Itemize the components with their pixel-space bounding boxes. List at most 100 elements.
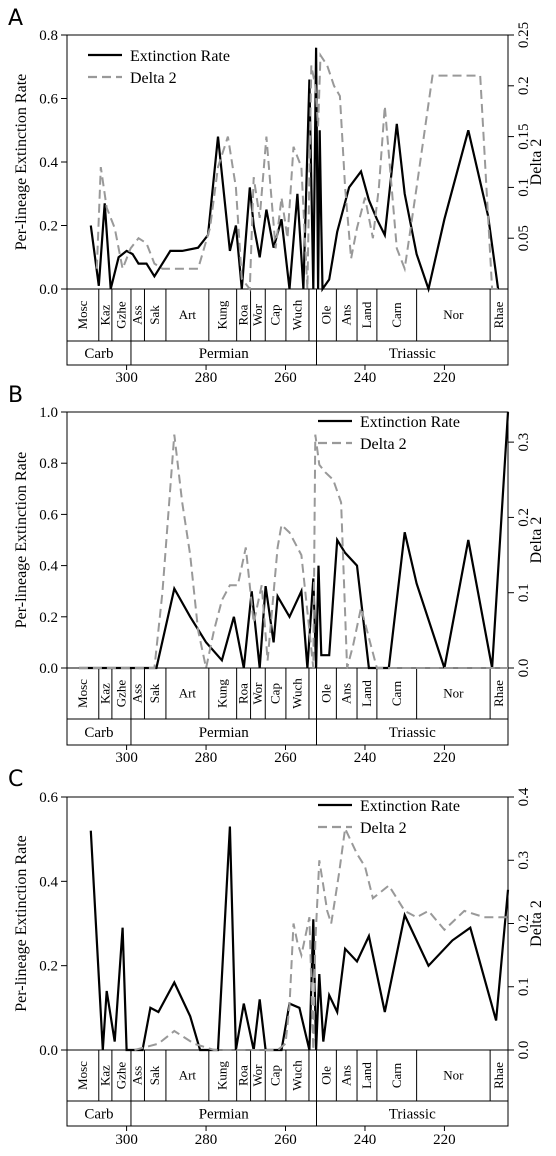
x-tick-label: 260 xyxy=(274,750,297,766)
stage-label-carn: Carn xyxy=(389,302,404,328)
stage-label-kaz: Kaz xyxy=(97,304,112,325)
x-tick-label: 300 xyxy=(115,1132,138,1148)
y-left-tick-label: 1.0 xyxy=(39,405,58,421)
stage-label-kaz: Kaz xyxy=(97,683,112,704)
period-label-permian: Permian xyxy=(199,1107,249,1123)
stage-label-nor: Nor xyxy=(443,1068,464,1083)
stage-label-cap: Cap xyxy=(268,305,283,326)
y-right-axis-title: Delta 2 xyxy=(528,517,545,564)
y-right-tick-label: 0.1 xyxy=(516,583,532,602)
y-left-axis-title: Per-lineage Extinction Rate xyxy=(13,74,30,251)
x-tick-label: 300 xyxy=(115,750,138,766)
stage-label-wuch: Wuch xyxy=(289,678,304,709)
stage-label-ans: Ans xyxy=(339,683,354,704)
plot-frame xyxy=(66,411,509,669)
stage-label-sak: Sak xyxy=(147,683,162,703)
stage-label-nor: Nor xyxy=(443,307,464,322)
legend: Extinction Rate Delta 2 xyxy=(318,414,460,453)
y-left-tick-label: 0.4 xyxy=(39,155,58,171)
period-label-permian: Permian xyxy=(199,346,249,362)
stage-label-wuch: Wuch xyxy=(289,299,304,330)
y-right-tick-label: 0.0 xyxy=(516,659,532,678)
stage-label-ass: Ass xyxy=(130,684,145,704)
stage-label-ole: Ole xyxy=(318,1066,333,1085)
y-right-tick-label: 0.1 xyxy=(516,977,532,996)
y-right-axis-title: Delta 2 xyxy=(528,900,545,947)
x-tick-label: 240 xyxy=(354,1132,377,1148)
period-label-carb: Carb xyxy=(84,725,113,741)
panel-letter: C xyxy=(8,767,23,792)
stage-label-land: Land xyxy=(359,680,374,707)
x-tick-label: 240 xyxy=(354,370,377,386)
stage-label-roa: Roa xyxy=(236,1065,251,1086)
y-right-tick-label: 0.25 xyxy=(516,22,532,48)
y-right-tick-label: 0.4 xyxy=(516,787,532,806)
y-left-tick-label: 0.4 xyxy=(39,559,58,575)
delta2-series-line xyxy=(95,52,499,292)
y-left-tick-label: 0.8 xyxy=(39,456,58,472)
stage-label-ole: Ole xyxy=(318,684,333,703)
x-tick-label: 260 xyxy=(274,1132,297,1148)
legend-label: Extinction Rate xyxy=(360,798,460,815)
stage-label-ass: Ass xyxy=(130,1066,145,1086)
stage-label-nor: Nor xyxy=(443,686,464,701)
stage-label-carn: Carn xyxy=(389,1062,404,1088)
y-right-tick-label: 0.05 xyxy=(516,225,532,251)
y-left-axis-title: Per-lineage Extinction Rate xyxy=(13,452,30,629)
stage-band: Mosc Kaz Gzhe Ass Sak Art Kung Roa Wor Cap Wuch Ole… xyxy=(66,1049,509,1102)
stage-label-ans: Ans xyxy=(339,305,354,326)
stage-label-wor: Wor xyxy=(250,682,265,705)
y-right-tick-label: 0.3 xyxy=(516,433,532,452)
period-label-triassic: Triassic xyxy=(389,1107,436,1123)
chart-panel-b: B 0.0 0.2 0.4 0.6 0.8 1.0 0.0 0.1 0.2 0.3 Per-linea… xyxy=(8,383,545,766)
stage-label-gzhe: Gzhe xyxy=(113,680,128,708)
stage-label-carn: Carn xyxy=(389,680,404,706)
stage-label-kung: Kung xyxy=(215,679,230,708)
y-left-tick-label: 0.0 xyxy=(39,661,58,677)
y-left-tick-label: 0.8 xyxy=(39,28,58,44)
period-label-carb: Carb xyxy=(84,1107,113,1123)
stage-label-sak: Sak xyxy=(147,305,162,325)
y-right-tick-label: 0.2 xyxy=(516,508,532,527)
stage-label-rhae: Rhae xyxy=(491,301,506,328)
stage-label-ole: Ole xyxy=(318,305,333,324)
legend-label: Delta 2 xyxy=(130,70,177,87)
period-band-frame xyxy=(66,1100,509,1127)
stage-label-cap: Cap xyxy=(268,1065,283,1086)
chart-panel-a: A 0.0 0.2 0.4 0.6 0.8 0.05 0.1 0.15 0.2 0.25 Per-li… xyxy=(8,6,545,386)
stage-band: Mosc Kaz Gzhe Ass Sak Art Kung Roa Wor Cap Wuch Ole… xyxy=(66,288,509,342)
x-tick-label: 220 xyxy=(433,750,456,766)
stage-label-art: Art xyxy=(179,686,197,701)
stage-label-roa: Roa xyxy=(236,683,251,704)
extinction-rate-series-line xyxy=(89,47,500,294)
panel-letter: A xyxy=(8,6,23,31)
y-right-tick-label: 0.3 xyxy=(516,851,532,870)
stage-label-art: Art xyxy=(179,307,197,322)
stage-label-gzhe: Gzhe xyxy=(113,1062,128,1090)
x-tick-label: 260 xyxy=(274,370,297,386)
legend: Extinction Rate Delta 2 xyxy=(318,798,460,837)
delta2-series-line xyxy=(134,825,508,1051)
chart-panel-c: C 0.0 0.2 0.4 0.6 0.0 0.1 0.2 0.3 0.4 Per-lineage … xyxy=(8,767,545,1148)
y-left-tick-label: 0.6 xyxy=(39,507,58,523)
stage-label-sak: Sak xyxy=(147,1065,162,1085)
y-left-tick-label: 0.6 xyxy=(39,92,58,108)
y-right-tick-label: 0.0 xyxy=(516,1041,532,1060)
stage-label-land: Land xyxy=(359,301,374,328)
x-tick-label: 220 xyxy=(433,370,456,386)
period-band: Carb Permian Triassic xyxy=(66,1100,509,1127)
delta2-series-line xyxy=(78,434,508,669)
stage-label-rhae: Rhae xyxy=(491,1062,506,1089)
x-tick-label: 280 xyxy=(195,370,218,386)
y-left-axis-title: Per-lineage Extinction Rate xyxy=(13,835,30,1012)
period-label-permian: Permian xyxy=(199,725,249,741)
period-label-triassic: Triassic xyxy=(389,725,436,741)
stage-label-wor: Wor xyxy=(250,1064,265,1087)
legend-label: Extinction Rate xyxy=(130,48,230,65)
period-label-triassic: Triassic xyxy=(389,346,436,362)
legend-label: Delta 2 xyxy=(360,436,407,453)
period-band: Carb Permian Triassic xyxy=(66,718,509,746)
stage-label-kaz: Kaz xyxy=(97,1065,112,1086)
y-left-tick-label: 0.0 xyxy=(39,1043,58,1059)
y-left-tick-label: 0.6 xyxy=(39,790,58,806)
